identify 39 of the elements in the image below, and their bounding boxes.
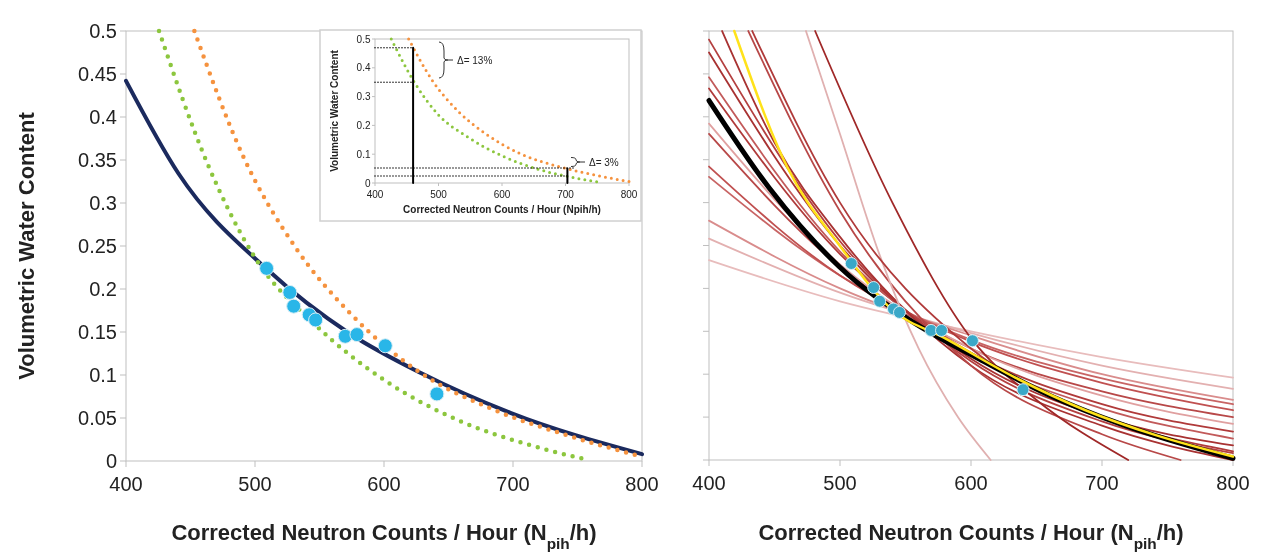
y-tick-label: 0.1 [89,364,117,386]
annotation: Δ= 13% [457,54,493,66]
y-tick-label: 0.4 [89,106,117,128]
x-tick-label: 800 [1216,472,1250,494]
y-tick-label: 0.25 [78,235,117,257]
x-axis-title: Corrected Neutron Counts / Hour (N$_{pih}$/h) [758,520,1184,552]
x-axis-title: Corrected Neutron Counts / Hour (Npih/h) [403,204,601,215]
y-tick-label: 0 [364,177,371,189]
x-tick-label: 400 [366,189,384,200]
y-tick-label: 0.3 [356,91,371,103]
x-tick-label: 700 [1085,472,1119,494]
x-tick-label: 800 [625,473,659,495]
x-tick-label: 600 [954,472,988,494]
y-tick-label: 0.5 [356,33,371,45]
y-tick-label: 0.15 [78,321,117,343]
y-axis-title: Volumetric Water Content [329,49,340,172]
x-tick-label: 500 [238,473,272,495]
x-tick-label: 600 [493,189,511,200]
y-tick-label: 0 [105,450,117,472]
x-tick-label: 500 [430,189,448,200]
x-tick-label: 700 [496,473,530,495]
annotation: Δ= 3% [589,156,619,168]
x-tick-label: 700 [557,189,575,200]
x-tick-label: 500 [823,472,857,494]
y-tick-label: 0.3 [89,192,117,214]
y-tick-label: 0.05 [78,407,117,429]
y-tick-label: 0.45 [78,63,117,85]
y-tick-label: 0.35 [78,149,117,171]
y-axis-title: Volumetric Water Content [14,111,39,380]
y-tick-label: 0.2 [356,119,371,131]
y-tick-label: 0.2 [89,278,117,300]
x-tick-label: 400 [692,472,726,494]
x-axis-title: Corrected Neutron Counts / Hour (N$_{pih}$/h) [171,520,597,552]
x-tick-label: 400 [109,473,143,495]
x-tick-label: 600 [367,473,401,495]
y-tick-label: 0.5 [89,20,117,42]
y-tick-label: 0.4 [356,62,371,74]
x-tick-label: 800 [620,189,638,200]
y-tick-label: 0.1 [356,148,371,160]
